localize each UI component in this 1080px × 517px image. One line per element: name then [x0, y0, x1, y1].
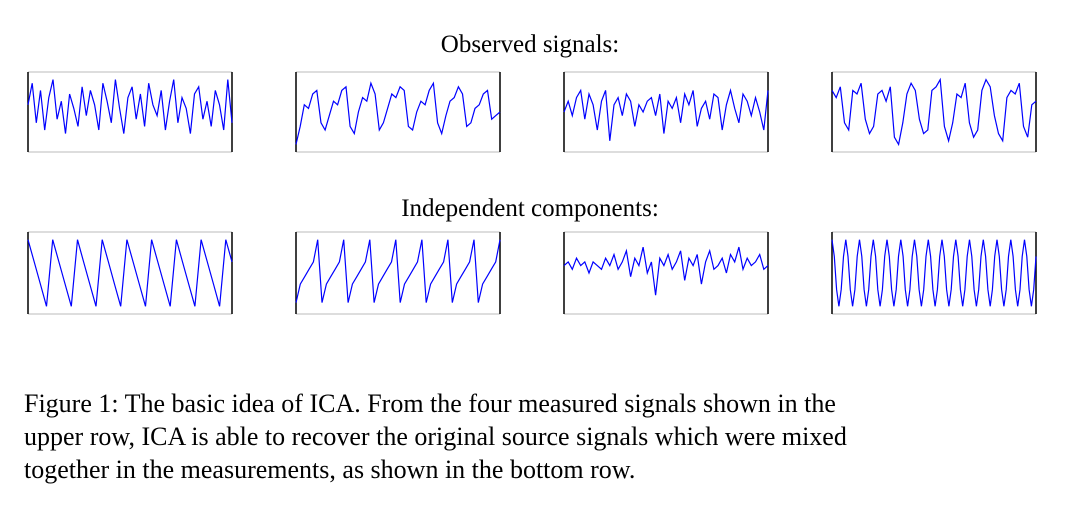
signal-line — [295, 81, 501, 145]
row-heading: Observed signals: — [441, 31, 619, 58]
caption-line: together in the measurements, as shown i… — [24, 455, 635, 484]
signal-line — [831, 77, 1037, 147]
caption-line: Figure 1: The basic idea of ICA. From th… — [24, 389, 836, 418]
signal-line — [295, 239, 501, 303]
signal-line — [831, 239, 1037, 307]
signal-line — [563, 246, 769, 296]
caption-line: upper row, ICA is able to recover the or… — [24, 422, 847, 451]
row-heading: Independent components: — [401, 195, 659, 222]
signal-line — [563, 88, 769, 141]
signal-line — [27, 239, 233, 307]
signal-line — [27, 79, 233, 134]
